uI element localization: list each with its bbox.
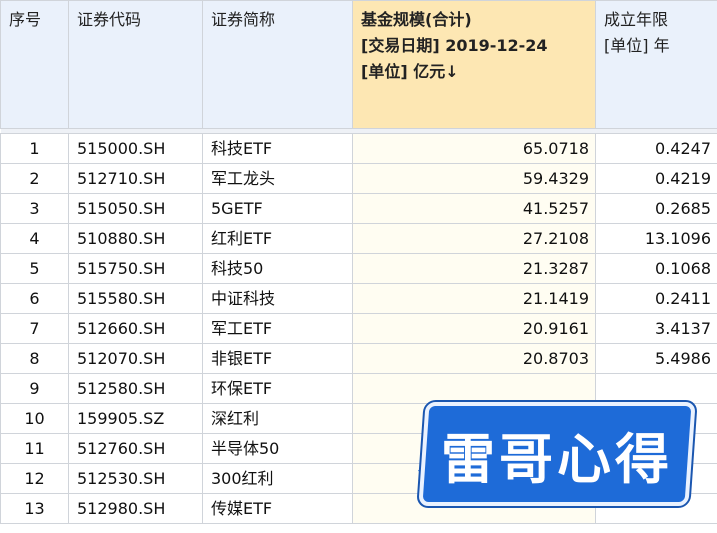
header-years[interactable]: 成立年限 [单位] 年: [595, 0, 717, 129]
security-code: 515750.SH: [68, 253, 203, 284]
row-index: 10: [0, 403, 69, 434]
fund-scale-value: 27.2108: [352, 223, 596, 254]
fund-scale-value: [352, 373, 596, 404]
header-fund-scale-unit: [单位] 亿元↓: [361, 62, 459, 81]
security-name: 军工ETF: [202, 313, 353, 344]
header-fund-scale-title: 基金规模(合计): [361, 10, 472, 29]
years-value: 3.4137: [595, 313, 717, 344]
row-index: 6: [0, 283, 69, 314]
header-code[interactable]: 证券代码: [68, 0, 203, 129]
row-index: 8: [0, 343, 69, 374]
table-row[interactable]: 13 512980.SH 传媒ETF: [0, 493, 717, 524]
security-name: 深红利: [202, 403, 353, 434]
header-idx[interactable]: 序号: [0, 0, 69, 129]
fund-scale-value: 59.4329: [352, 163, 596, 194]
table-row[interactable]: 4 510880.SH 红利ETF 27.2108 13.1096: [0, 223, 717, 254]
security-name: 科技ETF: [202, 133, 353, 164]
row-index: 12: [0, 463, 69, 494]
fund-scale-value: 21.3287: [352, 253, 596, 284]
row-index: 11: [0, 433, 69, 464]
table-row[interactable]: 6 515580.SH 中证科技 21.1419 0.2411: [0, 283, 717, 314]
table-row[interactable]: 3 515050.SH 5GETF 41.5257 0.2685: [0, 193, 717, 224]
row-index: 7: [0, 313, 69, 344]
row-index: 4: [0, 223, 69, 254]
security-name: 传媒ETF: [202, 493, 353, 524]
security-name: 红利ETF: [202, 223, 353, 254]
table-row[interactable]: 9 512580.SH 环保ETF: [0, 373, 717, 404]
fund-scale-value: 41.5257: [352, 193, 596, 224]
years-value: [595, 373, 717, 404]
row-index: 5: [0, 253, 69, 284]
security-name: 半导体50: [202, 433, 353, 464]
fund-scale-value: 21.1419: [352, 283, 596, 314]
header-row: 序号 证券代码 证券简称 基金规模(合计) [交易日期] 2019-12-24 …: [0, 0, 717, 129]
years-value: 0.2685: [595, 193, 717, 224]
table-row[interactable]: 2 512710.SH 军工龙头 59.4329 0.4219: [0, 163, 717, 194]
header-name-label: 证券简称: [211, 10, 276, 29]
security-code: 512660.SH: [68, 313, 203, 344]
security-code: 512760.SH: [68, 433, 203, 464]
years-value: 13.1096: [595, 223, 717, 254]
security-code: 515050.SH: [68, 193, 203, 224]
security-code: 510880.SH: [68, 223, 203, 254]
row-index: 3: [0, 193, 69, 224]
row-index: 2: [0, 163, 69, 194]
header-idx-label: 序号: [9, 10, 42, 29]
watermark-badge: 雷哥心得: [418, 402, 696, 506]
security-code: 515580.SH: [68, 283, 203, 314]
header-name[interactable]: 证券简称: [202, 0, 353, 129]
fund-scale-value: 20.9161: [352, 313, 596, 344]
years-value: 0.1068: [595, 253, 717, 284]
security-name: 5GETF: [202, 193, 353, 224]
header-code-label: 证券代码: [77, 10, 142, 29]
security-code: 512530.SH: [68, 463, 203, 494]
security-code: 512710.SH: [68, 163, 203, 194]
table-row[interactable]: 8 512070.SH 非银ETF 20.8703 5.4986: [0, 343, 717, 374]
header-fund-scale[interactable]: 基金规模(合计) [交易日期] 2019-12-24 [单位] 亿元↓: [352, 0, 596, 129]
security-code: 512580.SH: [68, 373, 203, 404]
years-value: 0.2411: [595, 283, 717, 314]
header-years-title: 成立年限: [604, 10, 669, 29]
security-name: 军工龙头: [202, 163, 353, 194]
watermark-text: 雷哥心得: [441, 427, 673, 491]
row-index: 9: [0, 373, 69, 404]
security-name: 非银ETF: [202, 343, 353, 374]
years-value: 0.4247: [595, 133, 717, 164]
header-separator: [0, 128, 717, 134]
security-name: 中证科技: [202, 283, 353, 314]
years-value: 0.4219: [595, 163, 717, 194]
table-row[interactable]: 5 515750.SH 科技50 21.3287 0.1068: [0, 253, 717, 284]
header-fund-scale-date: [交易日期] 2019-12-24: [361, 36, 548, 55]
row-index: 13: [0, 493, 69, 524]
header-years-unit: [单位] 年: [604, 36, 670, 55]
table-row[interactable]: 7 512660.SH 军工ETF 20.9161 3.4137: [0, 313, 717, 344]
security-code: 159905.SZ: [68, 403, 203, 434]
years-value: 5.4986: [595, 343, 717, 374]
security-name: 300红利: [202, 463, 353, 494]
table-row[interactable]: 1 515000.SH 科技ETF 65.0718 0.4247: [0, 133, 717, 164]
row-index: 1: [0, 133, 69, 164]
fund-scale-value: 20.8703: [352, 343, 596, 374]
fund-scale-value: 65.0718: [352, 133, 596, 164]
security-name: 科技50: [202, 253, 353, 284]
security-name: 环保ETF: [202, 373, 353, 404]
security-code: 515000.SH: [68, 133, 203, 164]
security-code: 512070.SH: [68, 343, 203, 374]
security-code: 512980.SH: [68, 493, 203, 524]
